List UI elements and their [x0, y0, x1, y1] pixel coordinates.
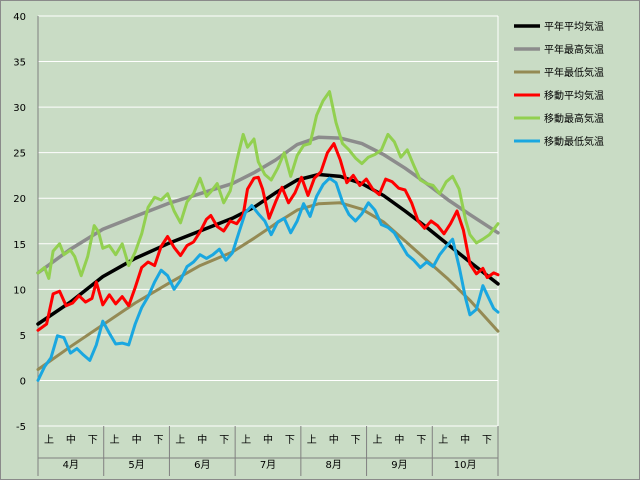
x-tick-label-xun: 上 — [110, 434, 120, 446]
y-tick-label: 10 — [13, 285, 26, 296]
x-tick-label-xun: 下 — [482, 435, 492, 446]
series-line-4 — [36, 90, 500, 280]
x-tick-label-xun: 下 — [285, 435, 295, 446]
legend-label: 移動平均気温 — [544, 89, 604, 102]
y-tick-label: 25 — [13, 149, 26, 160]
y-tick-label: 0 — [20, 376, 26, 387]
x-tick-label-xun: 上 — [438, 434, 448, 446]
x-tick-label-month: 5月 — [128, 459, 144, 471]
x-tick-label-xun: 下 — [219, 435, 229, 446]
legend-label: 移動最低気温 — [544, 135, 604, 148]
x-tick-label-xun: 中 — [263, 433, 273, 446]
x-tick-label-xun: 下 — [416, 435, 426, 446]
legend-label: 移動最高気温 — [544, 112, 604, 125]
x-tick-label-xun: 上 — [241, 434, 251, 446]
x-tick-label-xun: 上 — [373, 434, 383, 446]
x-tick-label-xun: 中 — [132, 433, 142, 446]
legend-label: 平年最低気温 — [544, 66, 604, 79]
x-tick-label-xun: 下 — [153, 435, 163, 446]
x-tick-label-xun: 上 — [175, 434, 185, 446]
series-line-3 — [36, 142, 500, 332]
y-tick-label: 15 — [13, 240, 26, 251]
x-tick-label-month: 9月 — [391, 459, 407, 471]
legend-label: 平年平均気温 — [544, 20, 604, 33]
series-lines — [36, 90, 500, 382]
y-tick-label: 35 — [13, 58, 26, 69]
x-tick-label-month: 10月 — [454, 459, 477, 471]
x-axis: 上中下4月上中下5月上中下6月上中下7月上中下8月上中下9月上中下10月 — [37, 426, 499, 476]
x-tick-label-xun: 中 — [197, 433, 207, 446]
y-tick-label: 30 — [13, 103, 26, 114]
x-tick-label-xun: 下 — [88, 435, 98, 446]
x-tick-label-xun: 下 — [351, 435, 361, 446]
x-tick-label-xun: 上 — [44, 434, 54, 446]
series-line-5 — [36, 176, 500, 382]
x-tick-label-month: 7月 — [260, 459, 276, 471]
y-tick-label: 20 — [13, 194, 26, 205]
y-tick-label: -5 — [16, 422, 26, 433]
x-tick-label-month: 6月 — [194, 459, 210, 471]
x-tick-label-month: 4月 — [63, 459, 79, 471]
y-axis: -5 0 5 10 15 20 25 30 35 40 — [13, 12, 39, 458]
grid-lines — [38, 15, 499, 427]
plot-area — [38, 16, 498, 426]
x-tick-label-xun: 上 — [307, 434, 317, 446]
x-tick-label-xun: 中 — [460, 433, 470, 446]
y-tick-label: 40 — [13, 12, 26, 23]
y-tick-label: 5 — [20, 331, 26, 342]
x-tick-label-xun: 中 — [394, 433, 404, 446]
legend-label: 平年最高気温 — [544, 43, 604, 56]
x-tick-label-xun: 中 — [66, 433, 76, 446]
series-line-2 — [36, 201, 500, 371]
x-tick-label-month: 8月 — [326, 459, 342, 471]
x-tick-label-xun: 中 — [329, 433, 339, 446]
